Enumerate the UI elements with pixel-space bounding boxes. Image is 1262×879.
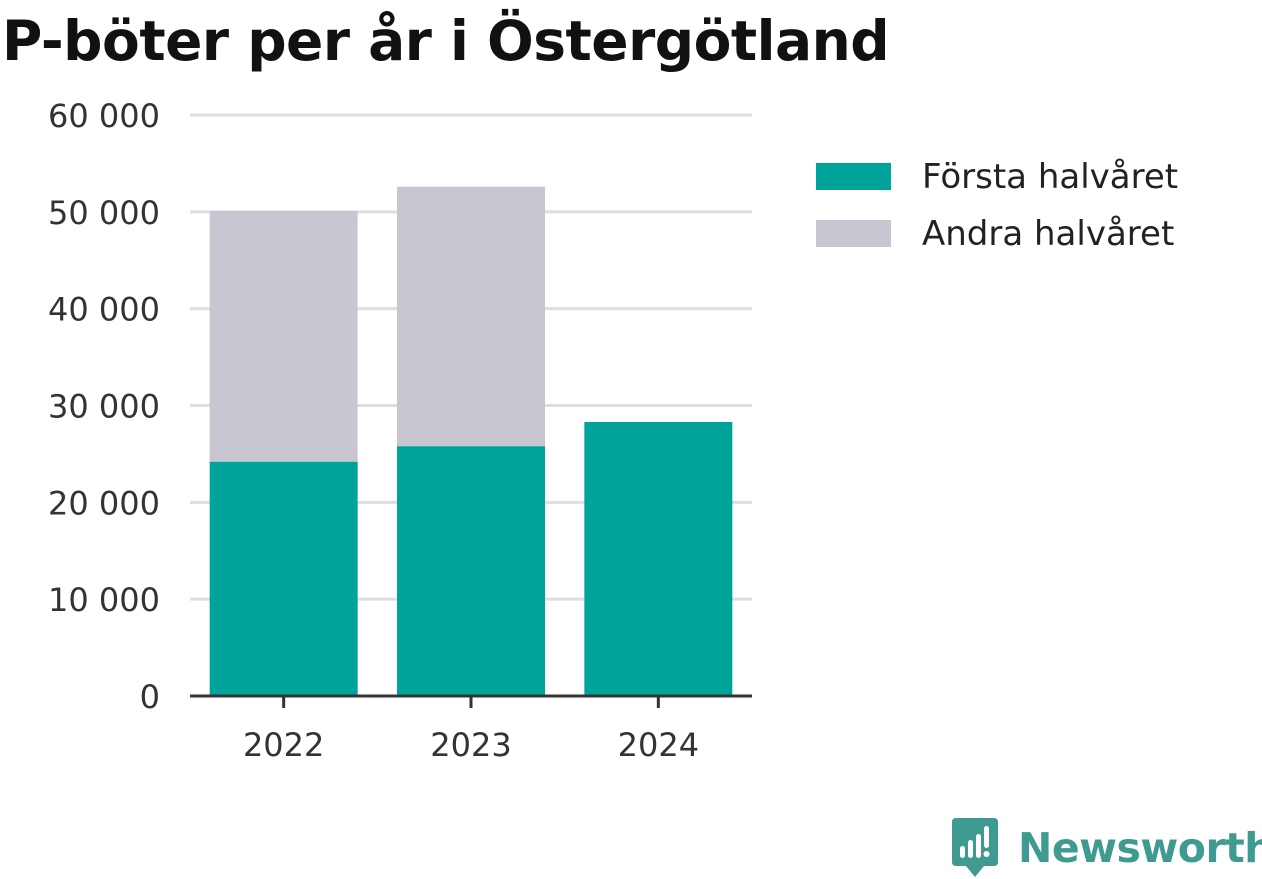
y-tick-label: 30 000 xyxy=(48,388,160,426)
x-tick-label: 2024 xyxy=(618,726,699,764)
bar-2023-series-0 xyxy=(397,446,545,696)
y-tick-label: 60 000 xyxy=(48,97,160,135)
newsworthy-logo-icon xyxy=(952,818,998,877)
y-tick-label: 40 000 xyxy=(48,291,160,329)
legend-item-first-half: Första halvåret xyxy=(816,148,1178,205)
legend-item-second-half: Andra halvåret xyxy=(816,205,1178,262)
bar-chart: 0 10 000 20 000 30 000 40 000 50 000 60 000 20… xyxy=(48,97,752,764)
x-tick-label: 2023 xyxy=(430,726,511,764)
bar-2022-series-0 xyxy=(209,461,358,696)
legend: Första halvåret Andra halvåret xyxy=(816,148,1178,262)
brand: Newsworthy xyxy=(950,818,1262,878)
brand-name: Newsworthy xyxy=(1018,824,1262,872)
x-axis xyxy=(190,694,752,708)
legend-swatch-second-half xyxy=(816,220,891,247)
y-tick-label: 50 000 xyxy=(48,194,160,232)
bars xyxy=(209,186,733,696)
bar-2023-series-1 xyxy=(397,186,545,447)
bar-2022-series-1 xyxy=(209,210,358,462)
chart-title: P-böter per år i Östergötland xyxy=(2,9,890,73)
legend-label-first-half: Första halvåret xyxy=(922,156,1179,197)
legend-label-second-half: Andra halvåret xyxy=(922,213,1175,254)
y-tick-label: 0 xyxy=(140,678,160,716)
x-axis-labels: 2022 2023 2024 xyxy=(243,726,699,764)
bar-2024-series-0 xyxy=(584,421,733,696)
y-tick-label: 10 000 xyxy=(48,581,160,619)
x-tick-label: 2022 xyxy=(243,726,324,764)
y-axis-labels: 0 10 000 20 000 30 000 40 000 50 000 60 000 xyxy=(48,97,160,716)
y-tick-label: 20 000 xyxy=(48,484,160,522)
legend-swatch-first-half xyxy=(816,163,891,190)
